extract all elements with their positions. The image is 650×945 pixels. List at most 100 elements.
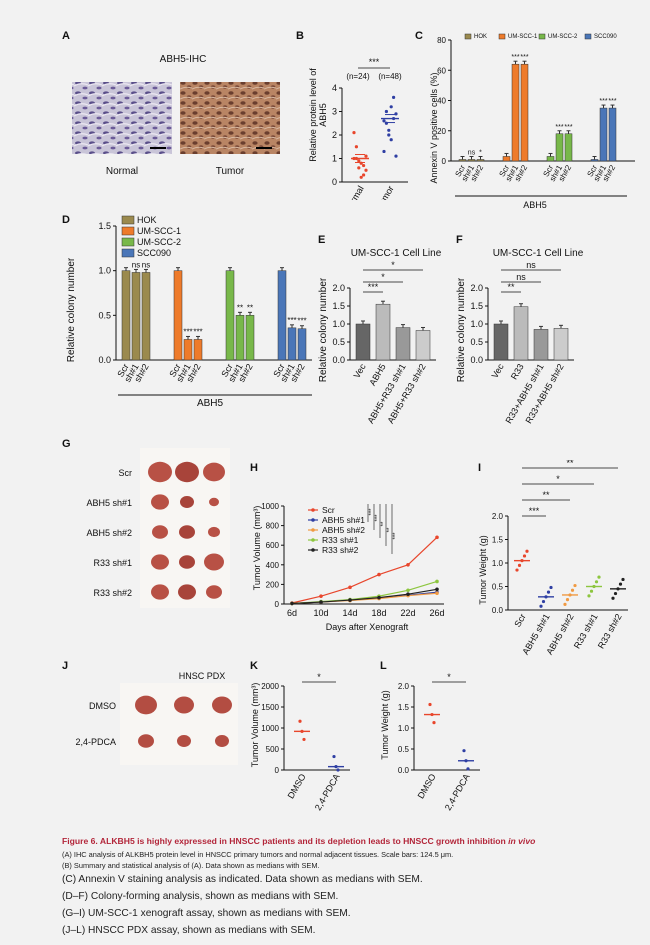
- panel-j-photo: HNSC PDX DMSO 2,4-PDCA: [75, 671, 238, 765]
- n-normal: (n=24): [346, 72, 370, 81]
- series-point: [406, 563, 410, 567]
- panel-c-group-label: ABH5: [523, 200, 547, 210]
- chartE-y-tick-label: 0.5: [332, 337, 345, 347]
- label-normal: Normal: [106, 166, 138, 177]
- bar: [395, 327, 411, 361]
- panel-e-title: UM-SCC-1 Cell Line: [351, 248, 442, 259]
- legend-swatch: [584, 33, 592, 40]
- bar-category: Vec: [490, 362, 506, 380]
- sig-label: *: [556, 474, 560, 484]
- sig-label: **: [237, 303, 243, 312]
- legend-label: SCC090: [594, 34, 617, 40]
- bar-category: R33: [509, 362, 526, 381]
- bar: [277, 270, 287, 361]
- tumor: [204, 553, 224, 571]
- caption-line-a: (A) IHC analysis of ALKBH5 protein level…: [62, 850, 454, 859]
- tumor: [138, 734, 154, 748]
- panel-f-chart: UM-SCC-1 Cell Line Relative colony numbe…: [456, 248, 584, 425]
- chartE-y-tick-label: 1.5: [332, 301, 345, 311]
- panel-c-ylabel: Annexin V positive cells (%): [429, 72, 439, 183]
- panel-b-y-tick-label: 1: [332, 154, 337, 164]
- panel-b-point: [392, 95, 396, 99]
- panel-b-point: [389, 138, 393, 142]
- data-point: [611, 596, 615, 600]
- bar: [599, 107, 608, 162]
- data-point: [565, 598, 570, 602]
- panel-f-ylabel: Relative colony number: [456, 277, 467, 382]
- panel-b-point: [357, 166, 361, 170]
- legend-swatch: [464, 33, 472, 40]
- panel-letter-a: A: [62, 30, 70, 42]
- panel-letter-j: J: [62, 660, 69, 672]
- panel-j-title: HNSC PDX: [179, 671, 226, 681]
- panel-b-point: [362, 163, 366, 168]
- sig-label: ***: [608, 98, 616, 105]
- chartC-y-tick-label: 0: [442, 157, 447, 166]
- panel-k-chart: Tumor Volume (mm³) 0 500 1000 1500 2000 DMSO 2…: [250, 672, 350, 812]
- sig-label: *: [381, 272, 385, 282]
- row-label: 2,4-PDCA: [75, 737, 116, 747]
- panel-b-point: [382, 119, 386, 123]
- panel-b-point: [357, 159, 361, 163]
- tumor: [209, 497, 219, 507]
- bar-category: ABH5: [367, 362, 387, 387]
- data-point: [549, 585, 553, 590]
- caption-title-italic: in vivo: [508, 836, 536, 846]
- legend-swatch: [498, 33, 506, 40]
- sig-label: ***: [564, 124, 572, 131]
- sig-label: ***: [511, 54, 519, 61]
- data-point: [525, 549, 529, 553]
- panel-h-x-tick: 22d: [400, 608, 415, 618]
- sig-label: **: [566, 460, 574, 468]
- panel-b-point: [384, 109, 388, 114]
- series-point: [377, 595, 381, 600]
- bar: [287, 327, 297, 361]
- sig-label: **: [507, 282, 515, 292]
- panel-b-point: [362, 173, 366, 177]
- chartL-y-tick-label: 0.0: [398, 766, 410, 775]
- panel-h-y-tick-label: 0: [275, 600, 280, 609]
- legend-marker: [311, 508, 315, 512]
- legend-label: R33 sh#2: [322, 545, 359, 555]
- caption-line-c: (C) Annexin V staining analysis as indic…: [62, 874, 423, 885]
- panel-e-ylabel: Relative colony number: [318, 277, 329, 382]
- row-label: Scr: [119, 468, 133, 478]
- sig-label: ***: [368, 282, 379, 292]
- sig-label: ***: [369, 57, 380, 67]
- panel-letter-e: E: [318, 234, 326, 246]
- caption-line-j: (J–L) HNSCC PDX assay, shown as medians …: [62, 925, 316, 936]
- sig-label: **: [247, 303, 253, 312]
- legend-label: UM-SCC-1: [137, 226, 181, 236]
- data-point: [332, 754, 336, 759]
- chartF-y-tick-label: 0.5: [470, 337, 483, 347]
- panel-b-point: [387, 133, 391, 137]
- series-point: [406, 592, 410, 596]
- photo-background: [120, 683, 238, 765]
- legend-swatch: [121, 237, 135, 247]
- series-point: [348, 598, 352, 602]
- bar: [502, 156, 511, 162]
- panel-letter-h: H: [250, 462, 258, 474]
- panel-l-ylabel: Tumor Weight (g): [380, 690, 390, 760]
- data-point: [462, 749, 466, 753]
- data-point: [597, 575, 601, 579]
- n-tumor: (n=48): [378, 72, 402, 81]
- sig-label: ***: [193, 327, 202, 336]
- series-point: [319, 600, 323, 604]
- bar: [225, 270, 235, 361]
- tumor: [175, 461, 199, 483]
- chartF-y-tick-label: 1.5: [470, 301, 483, 311]
- bar: [235, 315, 245, 361]
- tumor: [135, 695, 157, 715]
- tumor: [206, 585, 222, 599]
- tumor: [174, 696, 194, 714]
- data-point: [541, 599, 546, 604]
- tumor: [203, 462, 225, 482]
- sig-label: *: [391, 260, 395, 270]
- bar: [476, 159, 485, 162]
- bar: [546, 156, 555, 162]
- chartL-y-tick-label: 1.0: [398, 724, 410, 733]
- sig-label: ns: [142, 260, 150, 269]
- chartC-y-tick-label: 60: [437, 66, 446, 75]
- series-line: [291, 536, 438, 604]
